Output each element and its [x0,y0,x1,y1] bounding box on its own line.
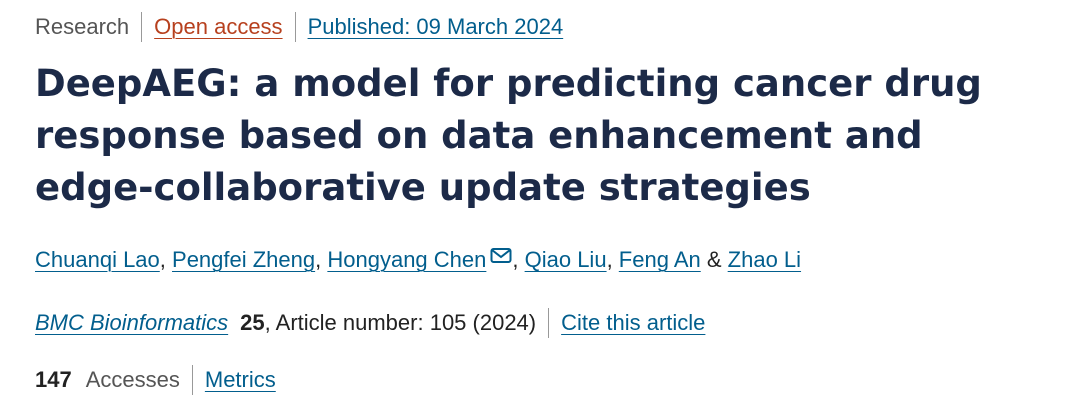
author-link[interactable]: Zhao Li [727,247,802,272]
published-date-link[interactable]: Published: 09 March 2024 [307,14,564,39]
author-separator: , [512,247,525,272]
author-list: Chuanqi Lao, Pengfei Zheng, Hongyang Che… [35,245,801,275]
author-link[interactable]: Chuanqi Lao [35,247,160,272]
divider [548,308,550,338]
envelope-icon[interactable] [490,243,512,273]
author-link[interactable]: Pengfei Zheng [172,247,316,272]
accesses-label: Accesses [85,367,180,392]
author-separator: , [606,247,619,272]
author-link[interactable]: Hongyang Chen [327,247,487,272]
article-number: , Article number: 105 (2024) [264,310,537,335]
author-link[interactable]: Qiao Liu [524,247,607,272]
accesses-count: 147 [35,367,72,392]
metrics-link[interactable]: Metrics [204,367,276,392]
divider [191,365,193,395]
divider [294,12,296,42]
author-separator: , [159,247,173,272]
journal-link[interactable]: BMC Bioinformatics [35,310,229,335]
article-type: Research [35,14,130,39]
metrics-row: 147 Accesses Metrics [35,365,276,395]
citation-row: BMC Bioinformatics 25 , Article number: … [35,308,705,338]
article-title: DeepAEG: a model for predicting cancer d… [35,62,982,209]
open-access-link[interactable]: Open access [154,14,283,39]
volume-number: 25 [240,310,265,335]
divider [141,12,143,42]
article-meta-row: Research Open access Published: 09 March… [35,12,563,42]
cite-this-article-link[interactable]: Cite this article [561,310,706,335]
author-link[interactable]: Feng An [618,247,701,272]
author-separator: , [315,247,328,272]
author-separator: & [700,247,728,272]
